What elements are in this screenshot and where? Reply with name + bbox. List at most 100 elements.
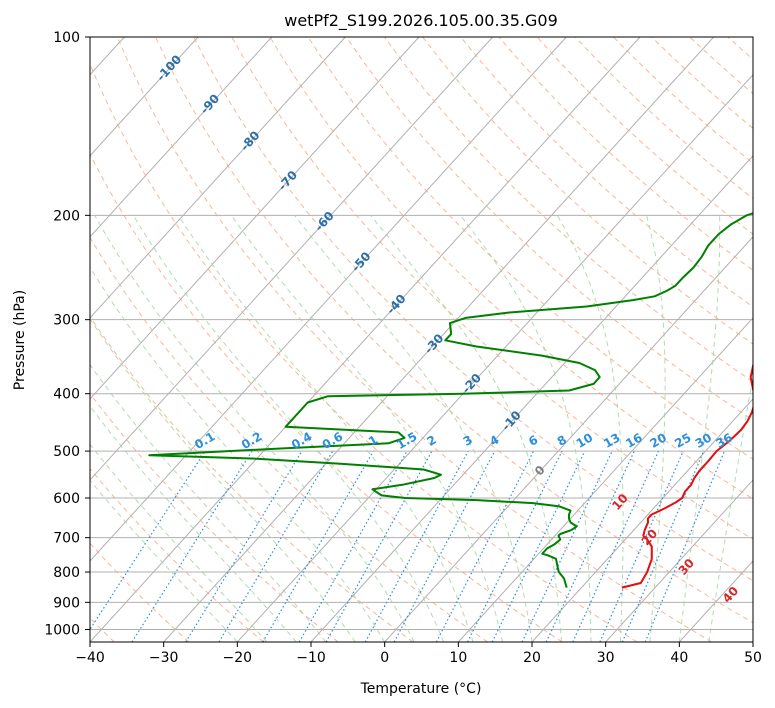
mixing-ratio-line bbox=[599, 450, 684, 642]
mixing-ratio-line bbox=[572, 450, 660, 642]
y-axis-label: Pressure (hPa) bbox=[12, 290, 28, 390]
chart-title: wetPf2_S199.2026.105.00.35.G09 bbox=[284, 11, 558, 31]
mixing-ratio-line bbox=[621, 450, 705, 642]
moist-adiabat-label: 30 bbox=[676, 556, 698, 578]
dry-adiabat-line bbox=[90, 153, 563, 642]
x-tick-label: −20 bbox=[223, 650, 253, 666]
dry-adiabat-line bbox=[422, 37, 753, 345]
mixing-ratio-label: 36 bbox=[713, 430, 734, 450]
moist-adiabat-line bbox=[370, 214, 562, 642]
moist-adiabat-line bbox=[90, 405, 297, 642]
x-tick-label: 20 bbox=[523, 650, 541, 666]
mixing-ratio-line bbox=[131, 450, 253, 642]
dry-adiabat-line bbox=[345, 37, 753, 421]
dry-adiabat-line bbox=[193, 37, 753, 582]
mixing-ratio-line bbox=[393, 450, 496, 642]
dry-adiabat-line bbox=[651, 37, 753, 129]
dry-adiabat-line bbox=[574, 37, 753, 200]
isotherm-line bbox=[90, 37, 346, 319]
x-axis-ticks: −40 −30 −20 −10 0 10 20 30 40 50 bbox=[75, 642, 762, 666]
y-tick-label: 700 bbox=[53, 531, 80, 547]
isotherm-line bbox=[90, 37, 641, 642]
isotherm-line bbox=[90, 37, 273, 238]
y-tick-label: 1000 bbox=[44, 622, 80, 638]
y-tick-label: 900 bbox=[53, 595, 80, 611]
mixing-ratio-label: 1 bbox=[366, 433, 380, 449]
mixing-ratio-label: 2 bbox=[425, 433, 439, 449]
dry-adiabat-line bbox=[727, 37, 753, 61]
moist-adiabat-line bbox=[132, 215, 445, 642]
mixing-ratio-label: 3 bbox=[461, 433, 475, 449]
isotherm-line bbox=[90, 37, 494, 481]
mixing-ratio-label: 10 bbox=[574, 430, 595, 450]
moist-adiabat-line bbox=[90, 363, 327, 642]
plot-frame bbox=[89, 36, 754, 643]
mixing-ratio-line bbox=[298, 450, 408, 642]
mixing-ratio-label: 16 bbox=[623, 430, 644, 450]
y-tick-label: 600 bbox=[53, 491, 80, 507]
isotherm-line bbox=[163, 37, 715, 642]
mixing-ratio-line bbox=[262, 450, 374, 642]
dry-adiabat-line bbox=[766, 37, 775, 642]
x-tick-label: −30 bbox=[149, 650, 179, 666]
mixing-ratio-line bbox=[185, 450, 303, 642]
dry-adiabat-line bbox=[90, 542, 190, 642]
mixing-ratio-line bbox=[466, 450, 563, 642]
x-tick-label: 0 bbox=[380, 650, 389, 666]
isotherm-line bbox=[310, 155, 753, 642]
x-tick-label: −10 bbox=[296, 650, 326, 666]
mixing-ratio-label: 20 bbox=[648, 430, 669, 450]
isotherm-line bbox=[384, 236, 753, 642]
mixing-ratio-label: 30 bbox=[693, 430, 714, 450]
x-tick-label: −40 bbox=[75, 650, 105, 666]
dry-adiabat-line bbox=[90, 63, 638, 642]
moist-adiabat-line bbox=[230, 215, 503, 642]
y-axis-ticks: 100 200 300 400 500 600 700 800 900 1000 bbox=[44, 30, 90, 638]
dry-adiabat-line bbox=[689, 37, 753, 95]
mixing-ratio-line bbox=[644, 450, 726, 642]
mixing-ratio-line bbox=[218, 450, 334, 642]
mixing-ratio-line bbox=[491, 450, 586, 642]
moist-adiabat-line bbox=[90, 479, 238, 642]
x-axis-label: Temperature (°C) bbox=[360, 681, 482, 697]
x-tick-label: 10 bbox=[449, 650, 467, 666]
moist-adiabat-line bbox=[177, 215, 474, 642]
background-lines bbox=[90, 37, 775, 642]
dry-adiabat-line bbox=[155, 37, 753, 624]
x-tick-label: 40 bbox=[670, 650, 688, 666]
moist-adiabat-line bbox=[90, 266, 386, 642]
dewpoint-line bbox=[148, 212, 753, 588]
y-tick-label: 400 bbox=[53, 387, 80, 403]
mixing-ratio-line bbox=[325, 450, 433, 642]
mixing-ratio-label: 8 bbox=[555, 433, 569, 449]
moist-adiabat-line bbox=[90, 443, 268, 642]
moist-adiabat-line bbox=[90, 318, 356, 642]
moist-adiabat-line bbox=[708, 373, 753, 642]
moist-adiabat-line bbox=[94, 215, 415, 642]
moist-adiabat-line bbox=[294, 214, 533, 642]
mixing-ratio-label: 6 bbox=[526, 433, 540, 449]
isotherm-line bbox=[531, 398, 753, 642]
moist-adiabat-line bbox=[678, 215, 721, 642]
isotherm-line bbox=[605, 479, 753, 642]
dry-adiabat-line bbox=[231, 37, 753, 540]
dry-adiabat-line bbox=[460, 37, 753, 308]
y-tick-label: 500 bbox=[53, 444, 80, 460]
y-tick-label: 800 bbox=[53, 565, 80, 581]
dry-adiabat-line bbox=[90, 467, 264, 642]
isotherm-line bbox=[752, 641, 753, 642]
moist-adiabat-line bbox=[459, 214, 592, 642]
mixing-ratio-line bbox=[545, 450, 635, 642]
mixing-ratio-line bbox=[364, 450, 469, 642]
y-tick-label: 200 bbox=[53, 208, 80, 224]
moist-adiabat-label: 10 bbox=[609, 491, 631, 513]
y-tick-label: 300 bbox=[53, 313, 80, 329]
dry-adiabat-line bbox=[269, 37, 753, 500]
mixing-ratio-line bbox=[90, 450, 206, 631]
isotherm-line bbox=[90, 37, 420, 400]
x-tick-label: 50 bbox=[744, 650, 762, 666]
isotherm-line bbox=[90, 37, 567, 562]
y-tick-label: 100 bbox=[53, 30, 80, 46]
x-tick-label: 30 bbox=[597, 650, 615, 666]
dry-adiabat-line bbox=[90, 315, 414, 642]
